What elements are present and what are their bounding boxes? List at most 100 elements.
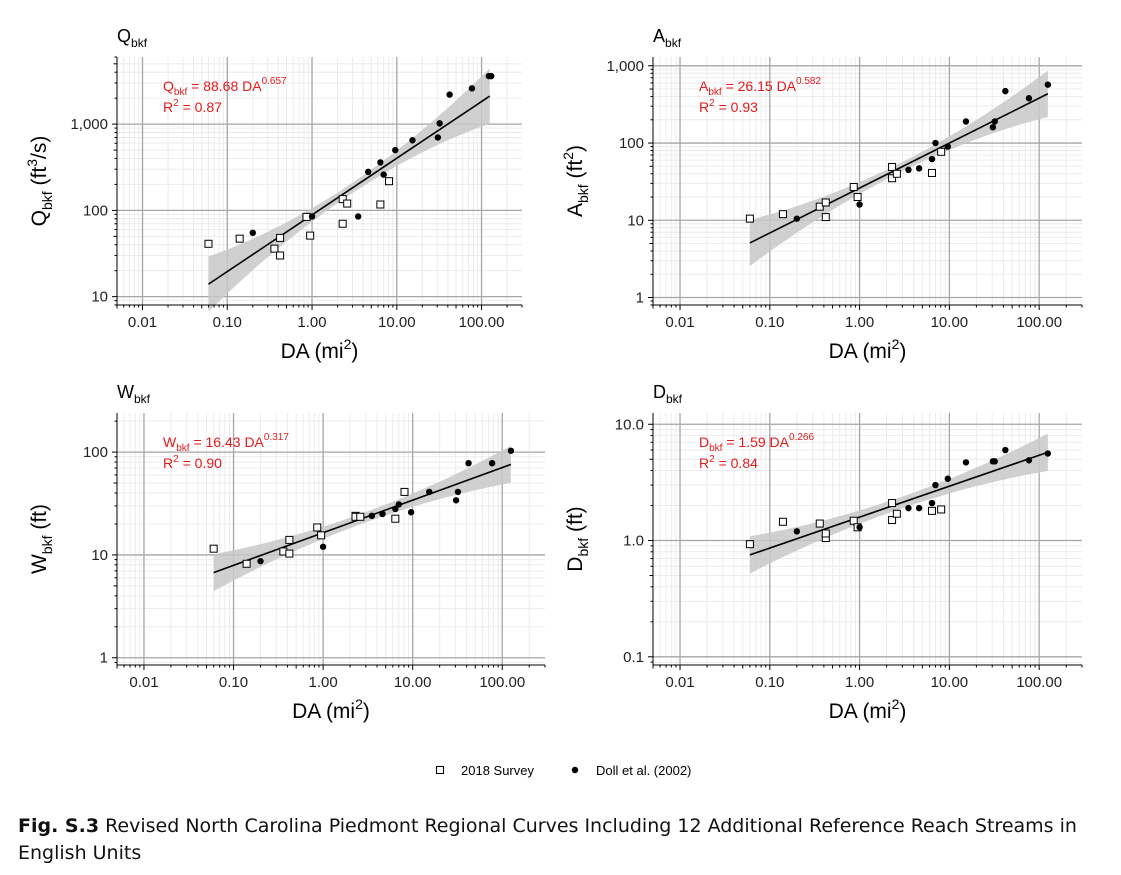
data-point-circle <box>856 524 863 531</box>
data-point-square <box>849 182 858 191</box>
x-tick-label: 0.10 <box>755 314 784 331</box>
series-doll-2002 <box>793 446 1052 535</box>
data-point-circle <box>928 499 936 507</box>
chart-panel-dbkf: 0.01 0.10 1.00 10.00 100.00 0.1 1.0 10.0 Dbkf DA … <box>564 382 1083 723</box>
series-doll-2002 <box>793 81 1052 222</box>
minor-grid <box>117 413 545 665</box>
data-point-square <box>821 529 830 538</box>
data-point-square <box>888 499 897 508</box>
data-point-circle <box>379 510 386 518</box>
major-grid <box>653 413 1082 665</box>
series-doll-2002 <box>249 72 495 236</box>
legend-square-icon <box>436 766 444 774</box>
x-tick-label: 1.00 <box>845 674 874 691</box>
data-point-square <box>338 195 347 204</box>
chart-panel-wbkf: 0.01 0.10 1.00 10.00 100.00 1 10 100 Wbkf DA (mi2… <box>28 382 546 723</box>
r-squared-value: R2 = 0.90 <box>163 454 222 471</box>
y-axis-label: Abkf (ft2) <box>560 145 591 217</box>
data-point-square <box>892 509 901 518</box>
x-tick-label: 10.00 <box>931 314 969 331</box>
x-axis-label: DA (mi2) <box>829 336 907 363</box>
data-point-circle <box>434 134 442 141</box>
data-point-circle <box>915 165 923 172</box>
data-point-circle <box>488 459 496 467</box>
x-axis-label: DA (mi2) <box>829 696 907 723</box>
panel-title: Abkf <box>653 26 682 50</box>
regression-equation: Abkf = 26.15 DA0.582 <box>699 76 821 98</box>
data-point-square <box>888 516 897 525</box>
data-point-square <box>888 174 897 183</box>
data-point-circle <box>249 229 256 236</box>
data-point-circle <box>856 201 863 208</box>
data-point-circle <box>392 505 399 513</box>
data-point-square <box>338 219 347 228</box>
data-point-square <box>821 198 830 207</box>
data-point-circle <box>1044 81 1052 88</box>
data-point-square <box>209 544 218 553</box>
data-point-circle <box>426 488 433 496</box>
data-point-square <box>821 213 830 222</box>
data-point-square <box>235 234 244 243</box>
y-tick-label: 10.0 <box>615 416 644 433</box>
panel-title: Qbkf <box>117 26 148 50</box>
data-point-circle <box>380 171 387 178</box>
y-tick-label: 1 <box>100 650 108 667</box>
y-tick-label: 1,000 <box>606 58 644 75</box>
data-point-square <box>317 531 326 540</box>
axis-ticks <box>112 420 546 670</box>
legend-label: Doll et al. (2002) <box>596 763 691 778</box>
data-point-circle <box>905 166 912 174</box>
data-point-square <box>313 523 322 532</box>
legend-label: 2018 Survey <box>461 763 534 778</box>
data-point-circle <box>905 504 912 512</box>
x-tick-label: 10.00 <box>378 314 416 331</box>
data-point-square <box>849 516 858 525</box>
x-tick-label: 100.00 <box>1016 314 1062 331</box>
data-point-square <box>888 162 897 171</box>
y-tick-label: 100 <box>83 444 108 461</box>
x-tick-label: 100.00 <box>459 314 505 331</box>
y-tick-label: 100 <box>83 202 108 219</box>
y-tick-label: 10 <box>91 547 108 564</box>
data-point-circle <box>932 481 939 489</box>
data-point-circle <box>452 497 460 504</box>
x-axis-label: DA (mi2) <box>281 336 359 363</box>
data-point-circle <box>368 512 376 520</box>
data-point-circle <box>932 139 939 147</box>
data-point-square <box>356 512 365 521</box>
x-tick-label: 0.01 <box>129 674 158 691</box>
data-point-circle <box>915 504 923 512</box>
data-point-circle <box>319 543 327 550</box>
data-point-circle <box>446 91 453 98</box>
data-point-square <box>204 239 213 248</box>
series-2018-survey <box>745 147 946 223</box>
y-tick-label: 1 <box>636 290 644 307</box>
data-point-circle <box>488 72 495 80</box>
caption-text: Revised North Carolina Piedmont Regional… <box>18 815 1077 864</box>
series-doll-2002 <box>257 447 515 565</box>
series-2018-survey <box>204 177 394 260</box>
data-point-square <box>276 233 285 242</box>
regression-equation: Wbkf = 16.43 DA0.317 <box>163 432 289 454</box>
major-grid <box>653 57 1082 305</box>
y-tick-label: 10 <box>91 289 108 306</box>
data-point-circle <box>392 146 399 154</box>
y-axis-label: Dbkf (ft) <box>564 506 591 571</box>
major-grid <box>117 413 545 665</box>
chart-panels: 0.01 0.10 1.00 10.00 100.00 10 100 1,000 Qbkf DA … <box>24 26 1083 723</box>
regression-line <box>208 95 491 285</box>
x-tick-label: 0.01 <box>665 314 694 331</box>
figure-caption: Fig. S.3 Revised North Carolina Piedmont… <box>18 813 1108 867</box>
caption-label: Fig. S.3 <box>18 815 100 837</box>
data-point-circle <box>944 143 951 150</box>
chart-panel-abkf: 0.01 0.10 1.00 10.00 100.00 1 10 100 1,000 Abkf DA… <box>560 26 1083 363</box>
data-point-square <box>400 487 409 496</box>
data-point-square <box>937 147 946 156</box>
data-point-square <box>937 505 946 514</box>
data-point-circle <box>454 488 462 496</box>
data-point-square <box>778 517 787 526</box>
panel-title: Wbkf <box>117 382 151 406</box>
panel-title: Dbkf <box>653 382 683 406</box>
data-point-square <box>892 169 901 178</box>
data-point-circle <box>409 137 416 144</box>
